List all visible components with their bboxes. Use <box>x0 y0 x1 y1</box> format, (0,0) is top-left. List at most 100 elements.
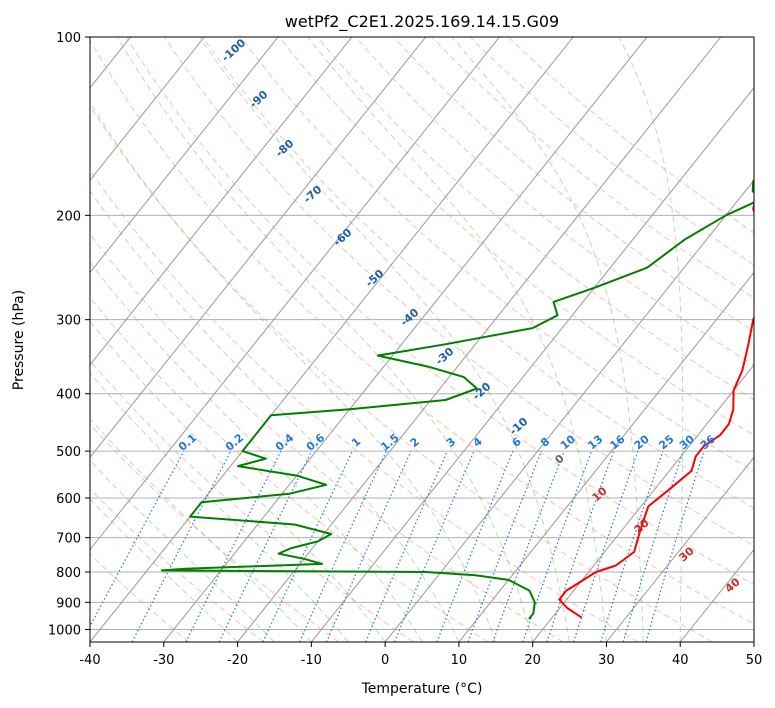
mixing-ratio-line <box>492 450 565 642</box>
x-tick-label: 30 <box>598 653 615 668</box>
dry-adiabat-line <box>393 37 754 332</box>
moist-adiabat-line <box>199 37 571 642</box>
mixing-ratio-label: 1 <box>349 435 363 450</box>
dry-adiabat-label: -40 <box>398 306 422 329</box>
dry-adiabat-label: -30 <box>433 345 457 368</box>
x-tick-label: 40 <box>672 653 689 668</box>
mixing-ratio-label: 16 <box>607 432 627 452</box>
dry-adiabat-label: -10 <box>507 415 531 438</box>
grid-layer <box>0 37 754 642</box>
dry-adiabat-line <box>90 233 564 642</box>
mixing-ratio-line <box>394 450 475 642</box>
x-tick-label: 10 <box>451 653 468 668</box>
isotherm-line <box>753 641 754 642</box>
mixing-ratio-label: 10 <box>558 432 578 452</box>
profile-layer <box>160 179 754 620</box>
isopleth-layer <box>90 37 754 642</box>
mixing-ratio-line <box>467 450 543 642</box>
mixing-ratio-line <box>185 450 282 642</box>
y-tick-label: 300 <box>56 314 81 329</box>
x-axis-label: Temperature (°C) <box>361 681 483 697</box>
x-tick-label: 0 <box>381 653 389 668</box>
chart-title: wetPf2_C2E1.2025.169.14.15.G09 <box>285 12 559 32</box>
x-axis: -40 -30 -20 -10 0 10 20 30 40 50 <box>79 642 762 668</box>
dry-adiabat-label: -20 <box>470 380 494 403</box>
dry-adiabat-line <box>316 37 754 401</box>
dry-adiabat-line <box>508 37 754 234</box>
y-tick-label: 600 <box>56 492 81 507</box>
x-tick-label: -10 <box>301 653 322 668</box>
mixing-ratio-label: 2 <box>408 435 422 450</box>
dry-adiabat-line <box>90 360 414 642</box>
x-tick-label: 20 <box>524 653 541 668</box>
moist-adiabat-line <box>90 498 238 642</box>
dry-adiabat-line <box>90 169 639 642</box>
dry-adiabat-label: -100 <box>219 36 248 64</box>
x-tick-label: -30 <box>153 653 174 668</box>
isotherm-line <box>90 37 574 642</box>
isotherm-line <box>458 271 754 642</box>
moist-adiabat-line <box>90 190 460 642</box>
dry-adiabat-line <box>90 296 489 642</box>
mixing-ratio-line <box>546 450 615 642</box>
moist-adiabat-line <box>116 37 534 642</box>
y-tick-label: 400 <box>56 388 81 403</box>
x-tick-label: -40 <box>79 653 100 668</box>
isotherm-line <box>532 364 754 642</box>
isotherm-line <box>310 87 754 642</box>
mixing-ratio-line <box>600 450 664 642</box>
moist-adiabat-line <box>90 320 386 642</box>
dry-adiabat-line <box>163 37 754 547</box>
dry-adiabat-line <box>90 423 339 642</box>
mixing-ratio-line <box>436 450 514 642</box>
y-axis: 100 200 300 400 500 600 700 800 900 1000 <box>48 31 90 638</box>
x-tick-label: -20 <box>227 653 248 668</box>
moist-adiabat-line <box>307 37 607 642</box>
mixing-ratio-line <box>622 450 684 642</box>
y-tick-label: 700 <box>56 532 81 547</box>
isotherm-line <box>679 548 754 642</box>
dry-adiabat-label: -90 <box>247 88 271 111</box>
temperature-profile-line <box>558 201 754 619</box>
mixing-ratio-line <box>572 450 639 642</box>
isotherm-line <box>90 37 427 459</box>
dry-adiabat-label: 30 <box>677 544 697 564</box>
dry-adiabat-line <box>431 37 754 299</box>
isotherm-line <box>237 37 722 642</box>
y-axis-label: Pressure (hPa) <box>11 290 27 390</box>
isotherm-line <box>163 37 648 642</box>
dry-adiabat-line <box>90 39 754 625</box>
moist-adiabat-line <box>90 261 423 642</box>
mixing-ratio-label: 0.6 <box>304 431 328 454</box>
isotherm-line <box>90 37 500 551</box>
mixing-ratio-line <box>645 450 705 642</box>
mixing-ratio-line <box>522 450 593 642</box>
mixing-ratio-label: 6 <box>510 435 524 450</box>
isotherm-line <box>90 37 279 274</box>
isotherm-line <box>90 37 353 366</box>
y-tick-label: 1000 <box>48 623 81 638</box>
isotherm-line <box>606 456 754 642</box>
dry-adiabat-line <box>278 37 754 436</box>
moist-adiabat-line <box>90 101 497 642</box>
mixing-ratio-label: 25 <box>656 433 676 453</box>
y-tick-label: 500 <box>56 445 81 460</box>
moist-adiabat-line <box>451 37 644 642</box>
plot-area <box>0 37 754 642</box>
y-tick-label: 200 <box>56 209 81 224</box>
mixing-ratio-label: 13 <box>585 433 605 453</box>
isotherm-line <box>384 179 754 642</box>
mixing-ratio-line <box>325 450 412 642</box>
dry-adiabat-label: 0 <box>552 452 567 467</box>
mixing-ratio-label: 3 <box>444 435 458 450</box>
isotherm-line <box>0 37 57 642</box>
x-tick-label: 50 <box>746 653 763 668</box>
dry-adiabat-line <box>202 37 754 509</box>
dry-adiabat-label: -80 <box>273 137 297 160</box>
mixing-ratio-line <box>365 450 448 642</box>
moist-adiabat-line <box>90 372 349 642</box>
dry-adiabat-label: -60 <box>331 226 355 249</box>
dry-adiabat-label: 40 <box>723 575 743 595</box>
dry-adiabat-line <box>90 553 190 642</box>
